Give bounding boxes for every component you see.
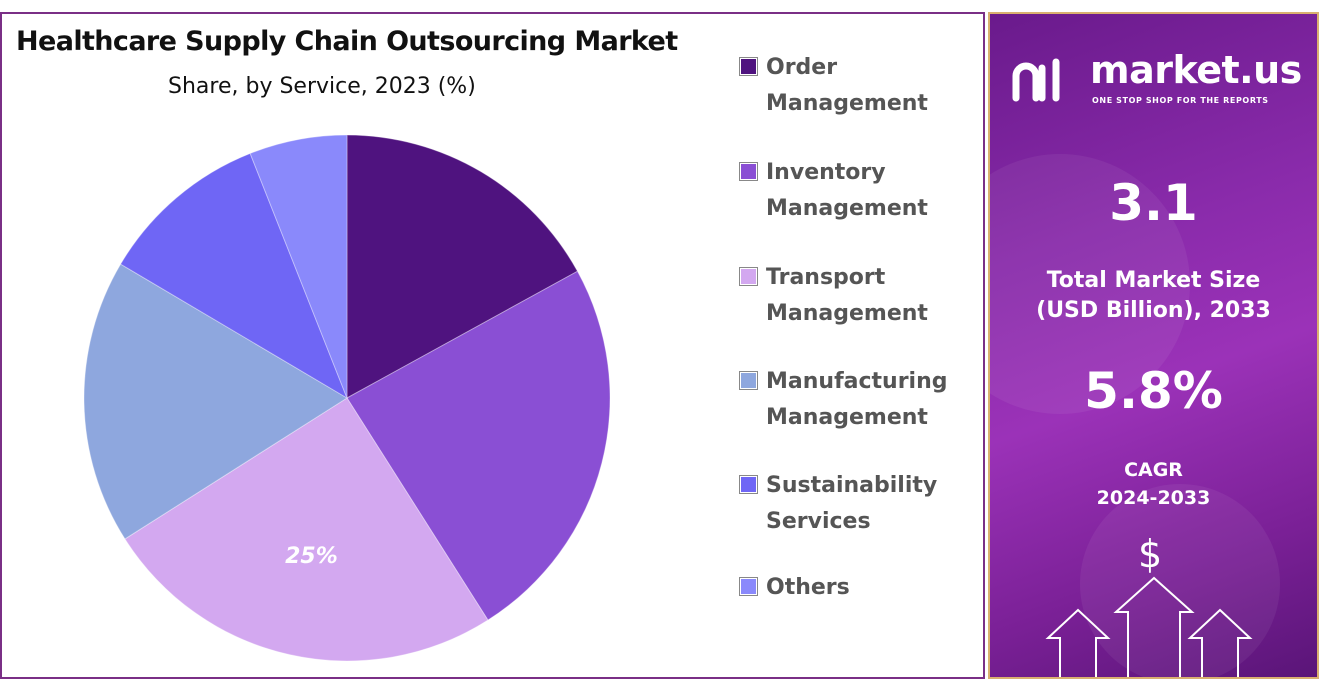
pie-slice-sustainability-services <box>119 152 349 400</box>
pie-slice-order-management <box>346 134 579 399</box>
legend-swatch <box>739 267 758 286</box>
pie-slice-others <box>249 134 348 399</box>
pie-data-label: 25% <box>285 544 338 569</box>
pie-slice-transport-management <box>124 397 489 662</box>
cagr-label: CAGR 2024-2033 <box>1096 459 1211 509</box>
cagr-value: 5.8% <box>1084 362 1223 420</box>
chart-title: Healthcare Supply Chain Outsourcing Mark… <box>16 26 678 57</box>
legend-swatch <box>739 162 758 181</box>
logo-tagline: ONE STOP SHOP FOR THE REPORTS <box>1092 96 1269 105</box>
legend-label: Order Management <box>766 55 928 116</box>
market-size-value: 3.1 <box>1109 174 1198 232</box>
legend-label: Sustainability Services <box>766 473 938 534</box>
legend-swatch <box>739 57 758 76</box>
legend-swatch <box>739 577 758 596</box>
up-arrows-icon <box>1045 576 1253 677</box>
legend-swatch <box>739 371 758 390</box>
legend-swatch <box>739 475 758 494</box>
pie-chart: 25% <box>83 134 611 662</box>
legend-label: Transport Management <box>766 265 928 326</box>
market-size-label: Total Market Size (USD Billion), 2033 <box>1036 268 1271 323</box>
logo-mark-icon <box>1012 58 1060 102</box>
market-us-logo: market.us ONE STOP SHOP FOR THE REPORTS <box>1012 48 1302 112</box>
decorative-circle <box>990 154 1190 414</box>
dollar-icon: $ <box>1138 532 1163 576</box>
chart-subtitle: Share, by Service, 2023 (%) <box>168 74 476 99</box>
logo-text: market.us <box>1090 48 1302 92</box>
pie-slice-manufacturing-management <box>83 263 348 540</box>
pie-slice-inventory-management <box>346 270 611 621</box>
legend-label: Others <box>766 575 850 600</box>
legend-label: Inventory Management <box>766 160 928 221</box>
market-summary-panel: market.us ONE STOP SHOP FOR THE REPORTS … <box>988 12 1319 679</box>
legend-label: Manufacturing Management <box>766 369 948 430</box>
